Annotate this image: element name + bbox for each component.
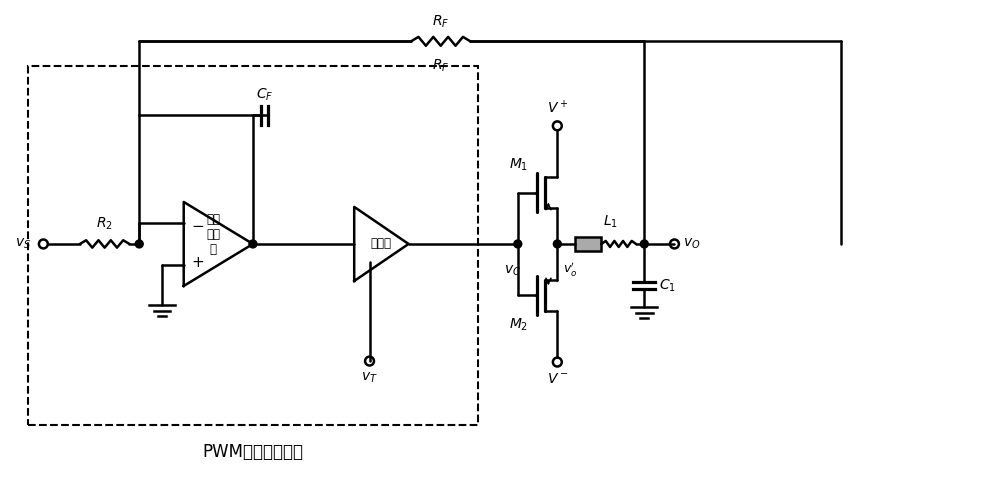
- Circle shape: [640, 240, 648, 248]
- Text: $R_2$: $R_2$: [96, 216, 113, 232]
- Text: $M_2$: $M_2$: [509, 317, 528, 333]
- Text: $M_1$: $M_1$: [509, 156, 528, 173]
- Text: $v_o^{\prime}$: $v_o^{\prime}$: [563, 260, 578, 278]
- Text: $V^+$: $V^+$: [547, 99, 568, 116]
- Text: $R_F$: $R_F$: [432, 57, 449, 74]
- Text: $-$: $-$: [191, 217, 204, 232]
- Text: $V^-$: $V^-$: [547, 372, 568, 386]
- Text: $v_C$: $v_C$: [504, 264, 521, 278]
- Bar: [28, 66, 478, 425]
- Text: $v_S$: $v_S$: [15, 237, 31, 251]
- Text: $R_F$: $R_F$: [432, 14, 449, 31]
- Text: $v_T$: $v_T$: [361, 370, 378, 385]
- Text: $+$: $+$: [191, 255, 204, 271]
- Text: 比较器: 比较器: [371, 238, 392, 251]
- Text: $C_F$: $C_F$: [256, 86, 273, 103]
- Text: $C_1$: $C_1$: [659, 277, 676, 294]
- Circle shape: [514, 240, 522, 248]
- Text: 运算
放大
器: 运算 放大 器: [206, 213, 220, 256]
- FancyBboxPatch shape: [575, 237, 601, 251]
- Circle shape: [135, 240, 143, 248]
- Text: $L_1$: $L_1$: [603, 214, 618, 230]
- Circle shape: [553, 240, 561, 248]
- Text: $v_O$: $v_O$: [683, 237, 700, 251]
- Text: PWM调制比较电路: PWM调制比较电路: [202, 443, 303, 461]
- Circle shape: [249, 240, 257, 248]
